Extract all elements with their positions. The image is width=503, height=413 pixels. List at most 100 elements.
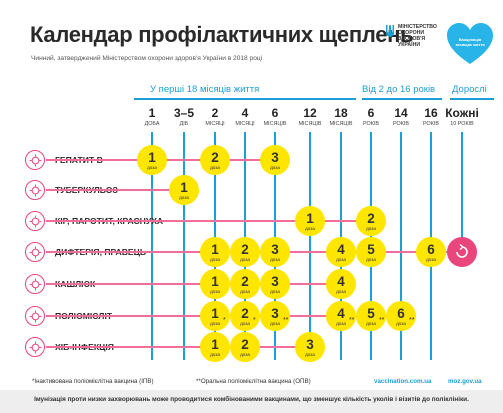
page-title: Календар профілактичних щеплень xyxy=(30,22,414,47)
dose-number: 1 xyxy=(211,306,219,321)
dose-label: доза xyxy=(336,321,346,326)
dose-number: 4 xyxy=(337,306,345,321)
dose-number: 2 xyxy=(241,242,249,257)
dose-number: 1 xyxy=(211,337,219,352)
column-age-unit: років xyxy=(423,121,439,127)
column-age-number: Кожні xyxy=(445,106,479,120)
column-age-number: 1 xyxy=(148,106,156,120)
dose-number: 1 xyxy=(211,274,219,289)
dose-label: доза xyxy=(179,195,189,200)
dose-number: 2 xyxy=(241,337,249,352)
hib-bacteria-icon xyxy=(25,337,45,357)
dose-bubble: 5 доза xyxy=(356,237,386,267)
dose-bubble: 3 доза xyxy=(260,237,290,267)
ministry-logo-text: Міністерство охорони здоров'я України xyxy=(398,24,442,48)
dose-number: 4 xyxy=(337,242,345,257)
column-age-number: 12 xyxy=(303,106,317,120)
dose-footnote-mark: ** xyxy=(379,317,385,324)
dose-number: 3 xyxy=(271,274,279,289)
dose-label: доза xyxy=(366,257,376,262)
dose-bubble: 2 доза xyxy=(200,145,230,175)
dose-label: доза xyxy=(366,226,376,231)
column-age-unit: місяці xyxy=(235,121,255,127)
dose-label: доза xyxy=(336,257,346,262)
dose-number: 6 xyxy=(427,242,435,257)
dose-label: доза xyxy=(240,352,250,357)
disease-row-line xyxy=(46,220,371,222)
dose-bubble: 4 доза xyxy=(326,237,356,267)
dose-label: доза xyxy=(210,165,220,170)
column-line xyxy=(309,132,311,360)
dose-number: 3 xyxy=(271,242,279,257)
dose-label: доза xyxy=(240,321,250,326)
disease-row-line xyxy=(46,346,310,348)
dose-bubble: 3 доза xyxy=(295,332,325,362)
hepatitis-virus-icon xyxy=(25,150,45,170)
dose-number: 1 xyxy=(306,211,314,226)
dose-number: 6 xyxy=(397,306,405,321)
column-age-number: 6 xyxy=(367,106,375,120)
dose-label: доза xyxy=(210,257,220,262)
dose-footnote-mark: ** xyxy=(283,317,289,324)
dose-number: 3 xyxy=(271,306,279,321)
pertussis-bacteria-icon xyxy=(25,274,45,294)
column-age-unit: років xyxy=(393,121,409,127)
dose-bubble: 2 доза xyxy=(230,237,260,267)
ministry-name: Міністерство охорони здоров'я України xyxy=(398,24,437,48)
column-line-adult xyxy=(461,132,463,252)
dose-number: 1 xyxy=(148,150,156,165)
dose-bubble: 5 доза ** xyxy=(356,301,386,331)
dose-footnote-mark: ** xyxy=(349,317,355,324)
column-age-number: 6 xyxy=(271,106,279,120)
bottom-note: Імунізація проти низки захворювань може … xyxy=(34,396,469,403)
disease-row-line xyxy=(46,189,184,191)
dose-number: 3 xyxy=(271,150,279,165)
footnote-opv: **Оральна поліомієлітна вакцина (ОПВ) xyxy=(196,378,311,385)
column-age-unit: місяці xyxy=(205,121,225,127)
dose-number: 2 xyxy=(241,274,249,289)
dose-bubble: 1 доза xyxy=(200,269,230,299)
dose-label: доза xyxy=(147,165,157,170)
dose-bubble: 3 доза xyxy=(260,145,290,175)
repeat-arrow-icon xyxy=(456,243,468,258)
group-line-infants xyxy=(134,98,356,100)
dose-bubble: 6 доза xyxy=(416,237,446,267)
trident-emblem-icon xyxy=(386,24,394,37)
adult-booster-bubble xyxy=(447,237,477,267)
dose-number: 4 xyxy=(337,274,345,289)
heart-logo-text: Вакцинація захищає життя xyxy=(455,37,485,47)
page-subtitle: Чинний, затверджений Міністерством охоро… xyxy=(31,55,263,62)
dose-label: доза xyxy=(210,352,220,357)
column-age-unit: місяців xyxy=(298,121,322,127)
dose-label: доза xyxy=(210,289,220,294)
group-label-infants: У перші 18 місяців життя xyxy=(150,84,260,95)
group-label-adults: Дорослі xyxy=(452,84,487,95)
dose-bubble: 1 доза xyxy=(137,145,167,175)
dose-number: 5 xyxy=(367,306,375,321)
dose-bubble: 2 доза xyxy=(230,269,260,299)
column-age-number: 2 xyxy=(211,106,219,120)
measles-virus-icon xyxy=(25,211,45,231)
dose-bubble: 4 доза xyxy=(326,269,356,299)
dose-bubble: 6 доза ** xyxy=(386,301,416,331)
dose-bubble: 1 доза xyxy=(169,175,199,205)
column-age-number: 16 xyxy=(424,106,438,120)
dose-bubble: 1 доза xyxy=(200,332,230,362)
dose-number: 2 xyxy=(241,306,249,321)
dose-label: доза xyxy=(270,289,280,294)
column-age-number: 4 xyxy=(241,106,249,120)
link-moz-site[interactable]: moz.gov.ua xyxy=(448,378,482,385)
link-vaccination-site[interactable]: vaccination.com.ua xyxy=(374,378,432,385)
bottom-band xyxy=(0,390,503,413)
dose-bubble: 1 доза xyxy=(295,206,325,236)
group-line-adults xyxy=(450,98,494,100)
column-line xyxy=(183,132,185,360)
diphtheria-bacteria-icon xyxy=(25,242,45,262)
dose-label: доза xyxy=(270,257,280,262)
dose-number: 3 xyxy=(306,337,314,352)
dose-label: доза xyxy=(210,321,220,326)
column-age-number: 14 xyxy=(394,106,408,120)
column-age-unit: доба xyxy=(144,121,160,127)
heart-logo-icon xyxy=(447,23,493,64)
dose-label: доза xyxy=(366,321,376,326)
